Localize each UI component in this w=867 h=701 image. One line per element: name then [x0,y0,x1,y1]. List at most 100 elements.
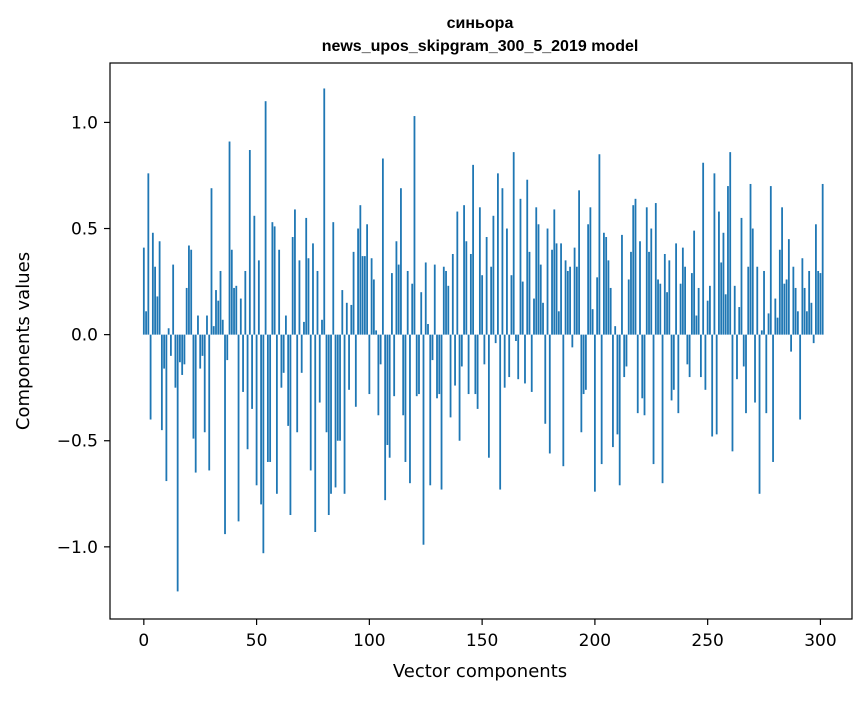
bar-177 [542,302,544,335]
bar-77 [316,270,319,335]
bar-161 [506,228,508,335]
bar-286 [787,239,790,335]
bar-59 [275,334,278,494]
bar-255 [718,211,720,335]
bar-251 [709,285,711,335]
bar-49 [253,215,256,335]
bar-213 [623,334,626,378]
bar-195 [582,334,585,395]
bar-119 [411,283,414,335]
bar-240 [684,266,686,335]
y-axis-label: Components values [13,252,34,430]
bar-107 [384,334,387,501]
bar-208 [612,334,614,448]
bar-36 [224,334,226,535]
bar-154 [490,266,493,335]
bar-264 [738,307,741,335]
bar-182 [553,209,556,335]
bar-235 [672,334,675,390]
bar-298 [815,224,817,335]
bar-61 [280,334,283,388]
bar-6 [156,296,159,335]
bar-104 [377,334,380,416]
bar-17 [181,334,184,375]
bar-83 [330,334,332,494]
bar-285 [785,279,788,335]
bar-137 [451,253,454,335]
bar-39 [230,249,233,335]
bar-265 [740,217,743,335]
chart-title-line2: news_upos_skipgram_300_5_2019 model [322,38,639,55]
bar-132 [440,334,443,490]
bar-250 [706,300,709,335]
chart-title-line1: синьора [447,15,514,32]
bar-272 [756,266,759,335]
bar-263 [736,334,738,380]
bar-50 [255,334,258,486]
bar-65 [289,334,292,516]
bar-183 [555,243,558,335]
bar-68 [296,334,299,433]
bar-279 [772,334,774,462]
bar-25 [199,334,202,369]
bar-70 [300,334,303,373]
bar-98 [363,256,366,335]
bar-45 [244,270,247,335]
bar-100 [368,334,371,395]
bar-243 [690,273,693,335]
bar-54 [264,101,267,335]
bar-269 [749,183,752,335]
bar-158 [499,334,502,490]
bar-56 [269,334,272,462]
bar-35 [221,319,224,335]
bar-9 [163,334,166,369]
bar-276 [765,334,768,414]
bar-189 [569,266,571,335]
bar-185 [560,243,562,335]
bar-27 [203,334,206,433]
bar-48 [251,334,253,409]
bar-63 [285,315,287,335]
bar-13 [172,264,175,335]
bar-42 [237,334,240,522]
bar-179 [546,228,549,335]
bar-127 [429,334,432,486]
bar-18 [183,334,186,365]
bar-28 [206,315,208,335]
bar-122 [418,334,420,395]
bar-146 [472,164,474,335]
bar-188 [566,270,569,335]
bar-128 [431,334,434,361]
x-tick-label: 150 [466,631,498,651]
bar-241 [686,334,689,365]
bar-163 [510,275,513,335]
bar-94 [354,334,357,407]
bar-222 [643,334,646,416]
bar-73 [307,258,310,335]
bar-140 [458,334,461,441]
bar-123 [420,292,423,335]
bar-126 [427,324,429,335]
bar-116 [404,334,407,462]
bar-225 [650,228,653,335]
bar-114 [400,188,402,335]
bar-171 [528,251,531,335]
bar-37 [226,334,229,361]
bar-124 [422,334,425,545]
bar-262 [733,285,736,335]
bar-268 [747,266,750,335]
bar-147 [474,334,477,395]
bar-280 [774,298,777,335]
bar-169 [524,334,526,384]
bar-190 [571,334,574,348]
bar-232 [666,292,668,335]
bar-297 [812,334,815,344]
bar-38 [228,141,231,335]
bar-242 [688,334,691,378]
bar-148 [476,334,479,409]
bar-112 [395,241,398,335]
bar-60 [278,249,281,335]
bar-184 [557,311,560,335]
bar-92 [350,304,353,335]
x-tick-label: 100 [353,631,385,651]
